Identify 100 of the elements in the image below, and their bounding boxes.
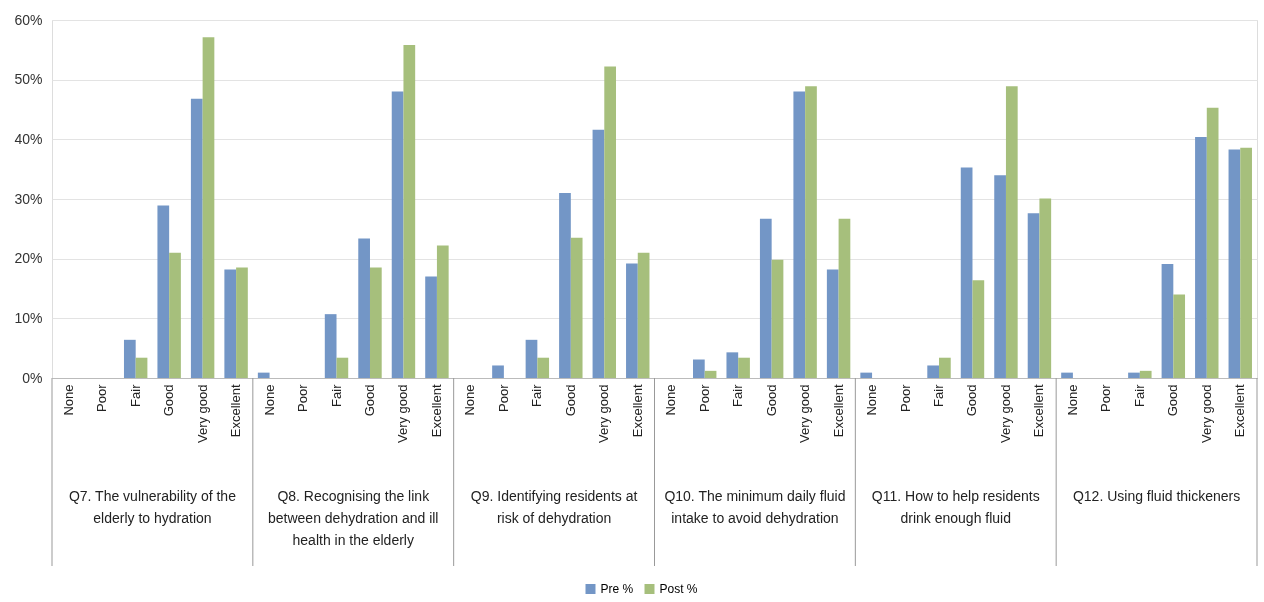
bar xyxy=(391,91,404,378)
x-tick-label: Poor xyxy=(1098,383,1114,412)
bar xyxy=(1061,372,1073,378)
bar xyxy=(838,218,851,378)
bar xyxy=(604,66,617,378)
x-tick-label: Very good xyxy=(1198,384,1214,444)
bar xyxy=(202,37,215,378)
bar xyxy=(537,357,550,378)
x-tick-label: Excellent xyxy=(1031,384,1047,438)
bar xyxy=(805,86,817,378)
x-tick-label: None xyxy=(462,384,478,416)
x-tick-label: Very good xyxy=(596,384,612,444)
x-tick-label: Fair xyxy=(1131,383,1147,407)
bar xyxy=(637,252,650,378)
bar xyxy=(169,252,181,378)
x-tick-label: Poor xyxy=(94,383,110,412)
bar xyxy=(1161,264,1174,378)
x-tick-label: Very good xyxy=(395,384,411,444)
bar xyxy=(1240,147,1252,378)
bar xyxy=(525,339,538,378)
bar xyxy=(224,269,237,378)
bar xyxy=(738,357,750,378)
x-tick-label: Fair xyxy=(328,383,344,407)
bar xyxy=(1228,149,1241,378)
bar xyxy=(1039,198,1052,378)
text: Q9. Identifying residents at risk of dehydration xyxy=(470,488,638,526)
bar xyxy=(1005,86,1018,378)
bar xyxy=(1027,213,1040,378)
x-tick-label: Fair xyxy=(127,383,143,407)
x-tick-label: Good xyxy=(964,384,980,417)
bar xyxy=(592,129,605,378)
bar xyxy=(257,372,270,378)
x-tick-label: Very good xyxy=(797,384,813,444)
y-tick-label: 60% xyxy=(14,11,43,28)
bar xyxy=(1206,107,1219,378)
bar xyxy=(123,339,136,378)
bar xyxy=(190,98,203,378)
bar xyxy=(570,237,583,378)
bar xyxy=(135,357,148,378)
legend-label: Post % xyxy=(659,582,698,596)
x-tick-label: None xyxy=(60,384,76,416)
y-tick-label: 0% xyxy=(22,369,43,386)
x-tick-label: Fair xyxy=(529,383,545,407)
x-tick-label: Poor xyxy=(295,383,311,412)
x-tick-label: Excellent xyxy=(1232,384,1248,438)
bar xyxy=(771,259,784,378)
x-tick-label: Very good xyxy=(194,384,210,444)
x-tick-label: None xyxy=(864,384,880,416)
bar xyxy=(626,263,638,378)
x-tick-label: Good xyxy=(562,384,578,417)
x-tick-label: Good xyxy=(361,384,377,417)
bar xyxy=(826,269,839,378)
x-tick-label: Very good xyxy=(997,384,1013,444)
bar xyxy=(960,167,973,378)
y-tick-label: 40% xyxy=(14,130,43,147)
bar xyxy=(336,357,349,378)
bar xyxy=(324,314,337,378)
bar xyxy=(692,359,705,378)
y-tick-label: 10% xyxy=(14,309,43,326)
x-tick-label: Poor xyxy=(897,383,913,412)
bar xyxy=(927,365,940,378)
bar xyxy=(403,45,416,378)
bar xyxy=(726,352,739,378)
bar xyxy=(425,276,437,378)
bar xyxy=(1195,136,1207,378)
bar xyxy=(972,280,985,378)
bar xyxy=(369,267,382,378)
x-tick-label: Good xyxy=(161,384,177,417)
x-tick-label: Excellent xyxy=(629,384,645,438)
x-tick-label: Poor xyxy=(495,383,511,412)
text: Q8. Recognising the link between dehydration and ill health in the elderly xyxy=(268,488,439,548)
x-tick-label: Fair xyxy=(931,383,947,407)
y-tick-label: 50% xyxy=(14,71,43,88)
x-tick-label: None xyxy=(1064,384,1080,416)
legend-label: Pre % xyxy=(600,582,634,596)
text: Q10. The minimum daily fluid intake to avoid dehydration xyxy=(664,488,846,526)
y-tick-label: 20% xyxy=(14,250,43,267)
bar xyxy=(358,238,370,378)
x-tick-label: Excellent xyxy=(428,384,444,438)
text: Q11. How to help residents drink enough fluid xyxy=(871,488,1040,526)
x-tick-label: Poor xyxy=(696,383,712,412)
bar xyxy=(157,205,170,378)
bar xyxy=(1173,294,1186,378)
bar xyxy=(994,175,1006,378)
x-tick-label: Fair xyxy=(730,383,746,407)
x-tick-label: Good xyxy=(1165,384,1181,417)
text: Q12. Using fluid thickeners xyxy=(1072,488,1241,504)
bar xyxy=(759,218,772,378)
x-tick-label: None xyxy=(261,384,277,416)
bar xyxy=(793,91,806,378)
x-tick-label: Excellent xyxy=(830,384,846,438)
bar xyxy=(860,372,873,378)
bar xyxy=(559,193,571,378)
x-tick-label: Good xyxy=(763,384,779,417)
bar xyxy=(236,267,248,378)
bar xyxy=(704,370,717,378)
bar xyxy=(436,245,449,378)
x-tick-label: Excellent xyxy=(228,384,244,438)
bar xyxy=(939,357,951,378)
x-tick-label: None xyxy=(663,384,679,416)
